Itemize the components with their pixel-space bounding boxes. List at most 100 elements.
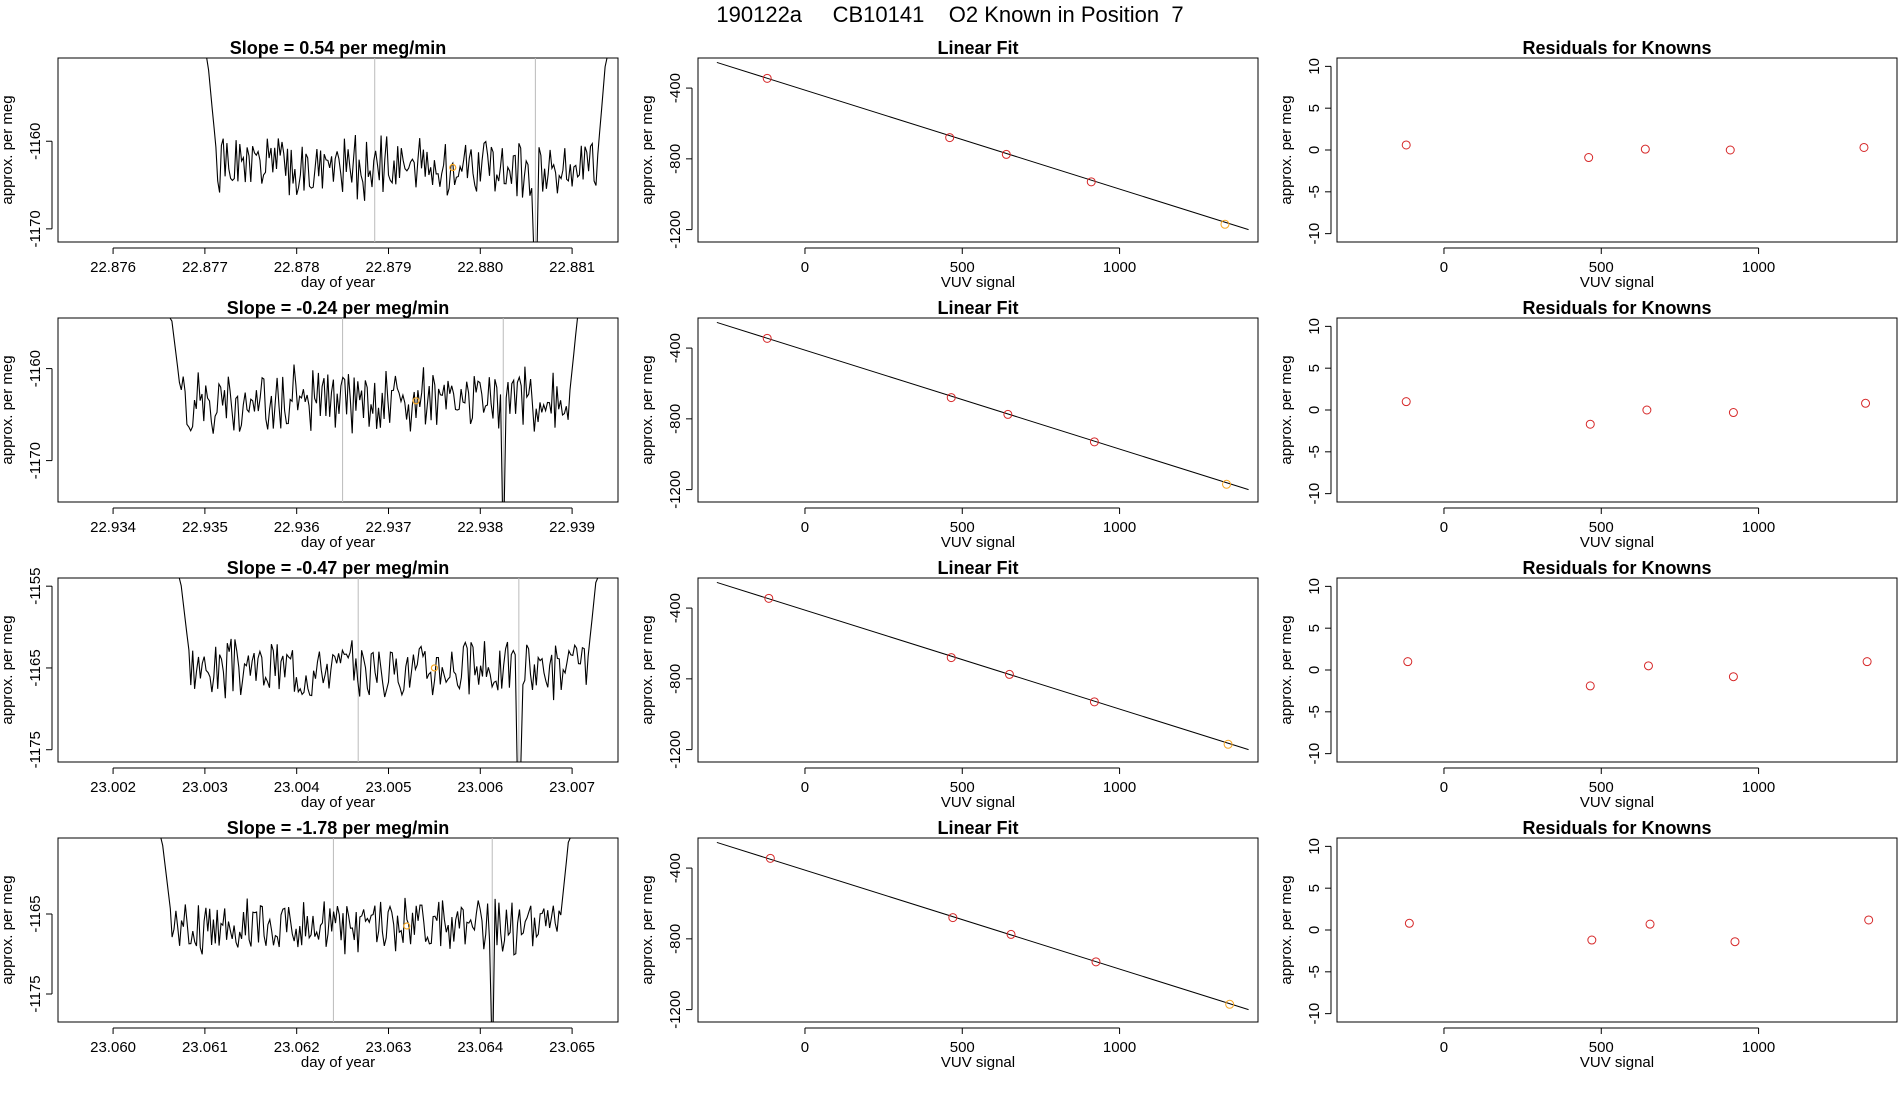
res-0-point [1584,153,1594,163]
ts-2-title: Slope = -0.47 per meg/min [227,558,450,578]
ts-0-ylabel: approx. per meg [0,95,16,204]
fit-1-ytick-label: -800 [667,404,684,434]
fit-3-point [1091,957,1101,967]
res-1-point [1728,408,1738,418]
fit-0-frame [697,57,1259,243]
res-2-ytick-label: 5 [1306,624,1323,632]
res-3-point [1645,919,1655,929]
fit-3-xtick-label: 0 [801,1039,809,1056]
ts-2-xtick-label: 23.004 [274,779,320,796]
res-0-xtick-label: 1000 [1742,259,1775,276]
fit-2-ytick-label: -400 [667,593,684,623]
ts-0-xtick-label: 22.880 [457,259,503,276]
fit-0-point [1220,219,1230,229]
ts-3-xtick-label: 23.060 [90,1039,136,1056]
ts-0-xtick-label: 22.878 [274,259,320,276]
res-0-ytick-label: 0 [1306,146,1323,154]
res-3-ytick-label: 5 [1306,884,1323,892]
ts-1-xtick-label: 22.935 [182,519,228,536]
res-1-ytick-label: -5 [1306,445,1323,458]
res-3-xtick-label: 0 [1440,1039,1448,1056]
ts-3-xtick-label: 23.062 [274,1039,320,1056]
res-3-ytick-label: 10 [1306,838,1323,855]
res-3-point [1864,915,1874,925]
fit-1-title: Linear Fit [937,298,1018,318]
res-1-point [1585,419,1595,429]
fit-3-fit-line [716,841,1249,1011]
fit-0-fit-line [716,61,1249,231]
ts-1-title: Slope = -0.24 per meg/min [227,298,450,318]
fit-0-ytick-label: -1200 [667,210,684,248]
ts-3-ylabel: approx. per meg [0,875,16,984]
res-2-point [1728,672,1738,682]
fit-0-point [945,133,955,143]
res-2-title: Residuals for Knowns [1522,558,1711,578]
fit-1-point [946,393,956,403]
res-3-xlabel: VUV signal [1580,1054,1654,1071]
res-0-xlabel: VUV signal [1580,274,1654,291]
res-3-xtick-label: 1000 [1742,1039,1775,1056]
ts-1-xtick-label: 22.939 [549,519,595,536]
res-2-ylabel: approx. per meg [1278,615,1295,724]
ts-0-ytick-label: -1170 [27,210,44,247]
fit-2-title: Linear Fit [937,558,1018,578]
res-1-frame [1336,317,1898,503]
res-2-frame [1336,577,1898,763]
ts-3-xtick-label: 23.064 [457,1039,503,1056]
ts-0-xtick-label: 22.877 [182,259,228,276]
res-0-ylabel: approx. per meg [1278,95,1295,204]
res-1-point [1401,397,1411,407]
res-1-xtick-label: 500 [1589,519,1614,536]
fit-2-xtick-label: 1000 [1103,779,1136,796]
fit-1-point [1222,479,1232,489]
res-0-xtick-label: 500 [1589,259,1614,276]
res-3-xtick-label: 500 [1589,1039,1614,1056]
ts-2-series-line [177,577,600,763]
res-1-ytick-label: -10 [1306,483,1323,505]
res-0-point [1401,140,1411,150]
res-3-ylabel: approx. per meg [1278,875,1295,984]
fit-0-ytick-label: -800 [667,144,684,174]
res-1-xtick-label: 1000 [1742,519,1775,536]
figure-title: 190122a CB10141 O2 Known in Position 7 [716,2,1184,27]
res-3-point [1587,935,1597,945]
ts-3-known-point [403,922,411,930]
ts-3-xlabel: day of year [301,1054,375,1071]
res-0-ytick-label: 10 [1306,58,1323,75]
res-2-xtick-label: 0 [1440,779,1448,796]
ts-1-xtick-label: 22.938 [457,519,503,536]
fit-1-frame [697,317,1259,503]
fit-2-ytick-label: -800 [667,664,684,694]
res-2-point [1862,657,1872,667]
ts-1-series-line [168,317,582,503]
fit-0-point [762,73,772,83]
fit-0-title: Linear Fit [937,38,1018,58]
ts-3-title: Slope = -1.78 per meg/min [227,818,450,838]
fit-1-point [1003,409,1013,419]
res-3-point [1730,937,1740,947]
ts-2-xtick-label: 23.002 [90,779,136,796]
res-3-frame [1336,837,1898,1023]
ts-1-frame [57,317,619,503]
fit-0-xtick-label: 1000 [1103,259,1136,276]
ts-3-xtick-label: 23.061 [182,1039,228,1056]
res-0-point [1640,144,1650,154]
res-1-point [1861,398,1871,408]
ts-1-known-point [412,397,420,405]
ts-3-ytick-label: -1175 [27,975,44,1012]
res-2-xlabel: VUV signal [1580,794,1654,811]
ts-2-ylabel: approx. per meg [0,615,16,724]
fit-2-xtick-label: 500 [950,779,975,796]
res-2-point [1403,657,1413,667]
ts-1-ytick-label: -1160 [27,350,44,387]
fit-2-point [1089,697,1099,707]
res-0-xtick-label: 0 [1440,259,1448,276]
fit-2-xlabel: VUV signal [941,794,1015,811]
ts-0-title: Slope = 0.54 per meg/min [230,38,447,58]
fit-1-point [1089,437,1099,447]
ts-2-xtick-label: 23.005 [366,779,412,796]
ts-2-xtick-label: 23.006 [457,779,503,796]
fit-2-point [1223,739,1233,749]
fit-0-xtick-label: 0 [801,259,809,276]
